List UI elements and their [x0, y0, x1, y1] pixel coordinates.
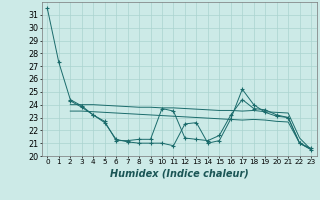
X-axis label: Humidex (Indice chaleur): Humidex (Indice chaleur) — [110, 168, 249, 178]
